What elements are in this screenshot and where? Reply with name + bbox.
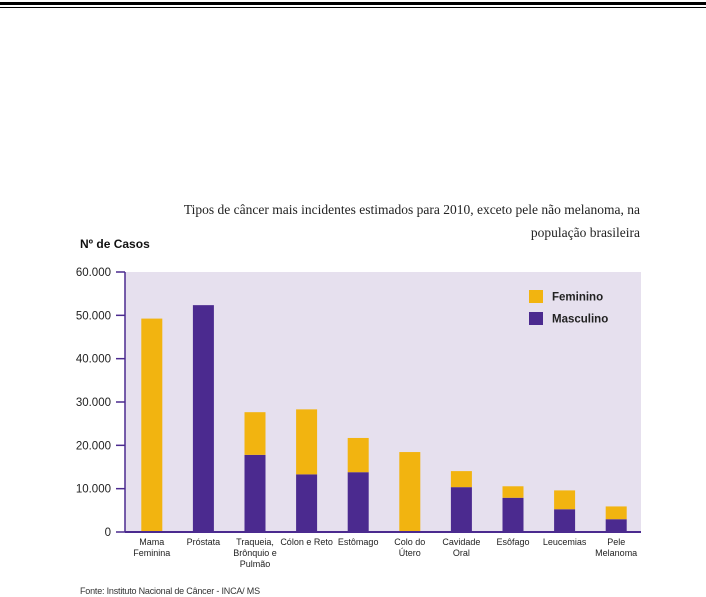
bar-masculino [347, 472, 369, 532]
bar-feminino [502, 486, 524, 498]
legend-swatch-feminino [529, 290, 543, 303]
y-tick-label: 20.000 [76, 440, 111, 452]
y-tick-label: 60.000 [76, 267, 111, 279]
bar-feminino [296, 409, 318, 475]
header-rule-thick [0, 2, 706, 5]
x-tick-label: Cavidade [442, 537, 480, 547]
stacked-bar-chart: Nº de Casos 0 10.000 20.000 30.000 40.000 50.0… [76, 237, 641, 569]
bar-feminino [347, 437, 369, 473]
x-tick-label: Feminina [133, 548, 170, 558]
x-tick-label: Brônquio e [233, 548, 277, 558]
bar-masculino [244, 454, 266, 532]
header-rule-thin [0, 7, 706, 8]
bar-masculino [554, 509, 576, 532]
y-tick-label: 50.000 [76, 310, 111, 322]
bar-feminino [244, 412, 266, 455]
bar-feminino [554, 490, 576, 510]
x-tick-label: Traqueia, [236, 537, 274, 547]
x-tick-label: Cólon e Reto [280, 537, 333, 547]
y-tick-label: 30.000 [76, 397, 111, 409]
x-tick-label: Oral [453, 548, 470, 558]
legend-label-feminino: Feminino [552, 292, 603, 304]
legend-swatch-masculino [529, 312, 543, 325]
x-tick-label: Próstata [187, 537, 221, 547]
y-tick-label: 0 [105, 527, 111, 539]
y-tick-label: 40.000 [76, 354, 111, 366]
source-note: Fonte: Instituto Nacional de Câncer - IN… [80, 586, 260, 596]
x-tick-label: Esôfago [496, 537, 529, 547]
chart-caption: Tipos de câncer mais incidentes estimado… [170, 198, 640, 244]
x-tick-label: Pulmão [240, 559, 271, 569]
x-tick-label: Colo do [394, 537, 425, 547]
bar-feminino [605, 506, 627, 520]
legend-label-masculino: Masculino [552, 314, 608, 326]
x-tick-label: Mama [139, 537, 164, 547]
bar-masculino [450, 487, 472, 532]
bar-masculino [192, 305, 214, 532]
bar-feminino [399, 452, 421, 532]
bar-feminino [141, 318, 163, 532]
y-tick-label: 10.000 [76, 484, 111, 496]
bar-masculino [605, 519, 627, 532]
bar-feminino [450, 471, 472, 488]
bar-masculino [502, 497, 524, 532]
x-tick-label: Melanoma [595, 548, 637, 558]
caption-line-1: Tipos de câncer mais incidentes estimado… [183, 202, 640, 217]
x-tick-label: Leucemias [543, 537, 587, 547]
bar-masculino [296, 474, 318, 532]
y-axis-label: Nº de Casos [80, 237, 150, 251]
caption-line-2: população brasileira [530, 225, 640, 240]
x-tick-label: Pele [607, 537, 625, 547]
x-tick-label: Estômago [338, 537, 379, 547]
x-tick-label: Útero [399, 548, 421, 558]
